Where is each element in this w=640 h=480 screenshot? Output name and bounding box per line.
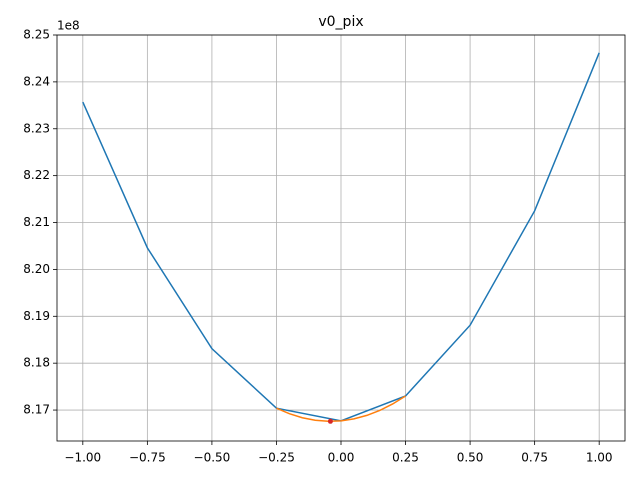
y-tick-label: 8.17 — [23, 403, 50, 417]
y-offset-label: 1e8 — [57, 19, 80, 33]
x-tick-label: −0.75 — [129, 451, 166, 465]
y-tick-label: 8.24 — [23, 74, 50, 88]
x-tick-label: 0.50 — [457, 451, 484, 465]
x-tick-label: 0.25 — [392, 451, 419, 465]
plot-frame — [56, 34, 626, 442]
x-tick-label: −1.00 — [64, 451, 101, 465]
chart-title: v0_pix — [318, 14, 363, 30]
line — [276, 395, 406, 423]
y-tick-label: 8.19 — [23, 309, 50, 323]
x-tick-label: −0.25 — [258, 451, 295, 465]
y-tick-label: 8.18 — [23, 356, 50, 370]
x-tick-label: 0.00 — [328, 451, 355, 465]
x-tick-label: −0.50 — [194, 451, 231, 465]
x-tick-label: 0.75 — [521, 451, 548, 465]
y-tick-label: 8.22 — [23, 168, 50, 182]
point — [327, 418, 333, 424]
y-tick-label: 8.25 — [23, 28, 50, 42]
y-tick-label: 8.20 — [23, 262, 50, 276]
y-tick-label: 8.21 — [23, 215, 50, 229]
y-tick-label: 8.23 — [23, 121, 50, 135]
x-tick-label: 1.00 — [586, 451, 613, 465]
